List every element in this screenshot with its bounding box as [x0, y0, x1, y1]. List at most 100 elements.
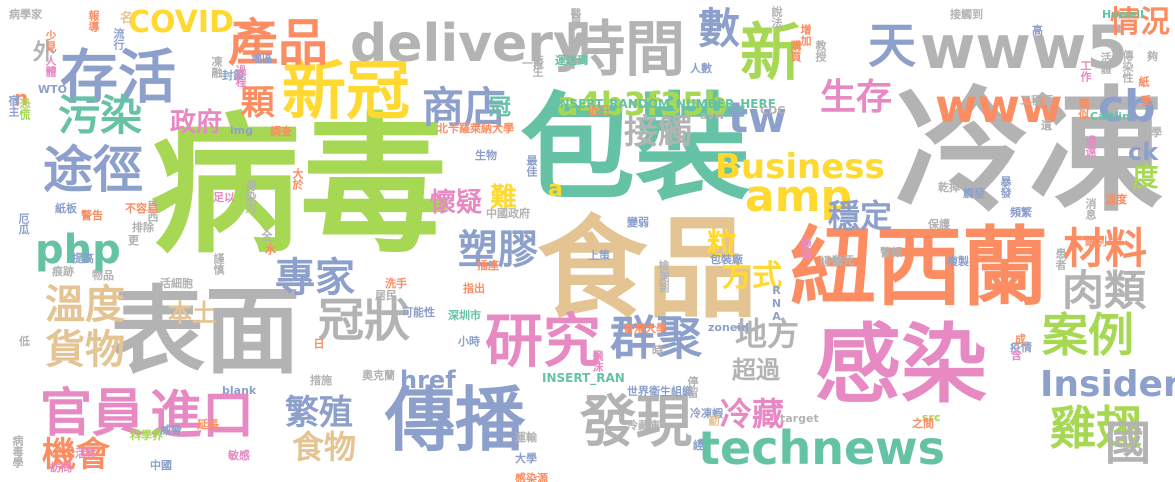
- word-177: 訪問: [50, 461, 72, 474]
- word-75: 中國政府: [486, 207, 530, 220]
- word-22: 雞翅: [1050, 401, 1142, 455]
- word-160: 小時: [458, 335, 480, 348]
- word-48: 機會: [42, 435, 110, 475]
- word-9: 時間: [565, 15, 685, 85]
- word-121: 遺: [1041, 119, 1052, 132]
- word-74: 世界衛生組織: [627, 385, 693, 398]
- word-howell-77: Howell: [1102, 8, 1144, 21]
- word-88: 病學家: [9, 8, 42, 21]
- word-n-67: n: [14, 86, 29, 110]
- word-10: 存活: [60, 43, 177, 111]
- word-175: 中國: [150, 459, 172, 472]
- word-wto-85: WTO: [38, 83, 67, 96]
- word-insert-ran-70: INSERT_RAN: [542, 371, 625, 385]
- word-0: 病毒: [150, 100, 451, 274]
- word-zoneid-80: zoneid: [708, 321, 749, 334]
- word-42: 生存: [820, 77, 893, 118]
- word-38: 專家: [275, 255, 355, 301]
- word-101: 一段: [522, 57, 544, 70]
- word-141: 插座: [477, 259, 499, 272]
- word-rna-86: RNA: [770, 284, 783, 323]
- word-108: 說法: [770, 6, 783, 28]
- word-158: 保護: [928, 218, 950, 231]
- word-169: 飛沫: [591, 350, 604, 372]
- word-97: 封鎖: [222, 69, 244, 82]
- word-149: 頻繁: [1010, 206, 1032, 219]
- word-30: 途徑: [43, 141, 143, 199]
- word-56: 懷疑: [430, 188, 483, 218]
- word-16: 新: [740, 16, 803, 89]
- word-139: 可能性: [402, 306, 435, 319]
- word-ck-65: ck: [1128, 138, 1159, 166]
- word-129: 紙板: [55, 202, 77, 215]
- word-34: 貨物: [45, 327, 125, 373]
- word-50: 方式: [722, 259, 782, 294]
- word-63: 冠: [485, 95, 510, 117]
- word-5: 紐西蘭: [790, 218, 1048, 318]
- word-109: 增加: [799, 24, 812, 46]
- word-a-68: a: [548, 177, 563, 202]
- word-186: 含: [1011, 349, 1022, 362]
- word-165: 冷藏庫: [627, 419, 660, 432]
- word-106: 近日: [588, 104, 610, 117]
- word-161: 停留: [686, 376, 699, 398]
- word-140: 指出: [463, 282, 485, 295]
- word-159: 暴發: [999, 176, 1012, 198]
- word-28: 天: [868, 18, 917, 74]
- word-8: 新冠: [282, 55, 410, 129]
- word-business-43: Business: [715, 147, 885, 187]
- word-143: 變弱: [627, 216, 649, 229]
- word-47: 冷藏: [720, 395, 785, 433]
- word-93: 人體: [44, 55, 57, 77]
- word-6: 感染: [815, 315, 987, 415]
- word-157: 變得: [799, 238, 812, 260]
- word-152: 級別: [1085, 235, 1107, 248]
- word-146: 謹慎: [820, 255, 842, 268]
- word-191: 經: [693, 439, 704, 452]
- word-14: 研究: [485, 307, 602, 375]
- word-148: 觸發: [963, 187, 985, 200]
- word-166: 運輸: [515, 431, 537, 444]
- word-144: 檢測到: [657, 260, 670, 293]
- word-105: 最佳: [525, 155, 538, 177]
- word-29: 國: [1105, 416, 1151, 470]
- word-91: 少見: [44, 30, 57, 52]
- word-62: 難: [486, 183, 516, 209]
- word-caitlin-78: Caitlin: [1090, 110, 1130, 123]
- word-href-58: href: [400, 366, 456, 394]
- word-134: 痕跡: [52, 265, 74, 278]
- word-147: 乾掉: [938, 181, 960, 194]
- word-24: 群聚: [610, 311, 702, 365]
- word-124: 大於: [291, 168, 304, 190]
- word-112: 人數: [690, 62, 712, 75]
- word-190: 勤: [707, 415, 720, 426]
- word-173: 延長: [197, 418, 219, 431]
- word-113: 接觸到: [950, 8, 983, 21]
- word-116: 活體: [1099, 52, 1112, 74]
- word-amp-26: amp: [745, 171, 853, 222]
- word-142: 上策: [588, 249, 610, 262]
- word-delivery-12: delivery: [350, 14, 587, 74]
- word-184: 日: [312, 338, 325, 349]
- word-96: 凍融: [210, 56, 223, 78]
- word-185: 時: [652, 344, 663, 357]
- word-2: 包裝: [520, 82, 751, 216]
- word-182: 低: [19, 335, 30, 348]
- word-183: 更: [128, 234, 139, 247]
- word-90: 名: [120, 11, 134, 26]
- word-176: 活性: [75, 447, 97, 460]
- word-164: 冷凍蝦: [690, 407, 723, 420]
- word-55: 政府: [170, 108, 223, 138]
- word-17: 產品: [228, 14, 328, 72]
- word-61: 粒: [701, 228, 736, 258]
- word-107: 醫學: [569, 8, 582, 30]
- word-46: 繁殖: [285, 393, 353, 433]
- word-156: 殺死: [832, 254, 854, 267]
- word-7: 傳播: [385, 379, 525, 461]
- word-src-83: src: [922, 411, 941, 424]
- word-114: 工作: [1079, 60, 1092, 82]
- word-127: 傳染力: [244, 180, 257, 213]
- word-135: 物品: [92, 269, 114, 282]
- word-94: 恐慌: [18, 98, 31, 120]
